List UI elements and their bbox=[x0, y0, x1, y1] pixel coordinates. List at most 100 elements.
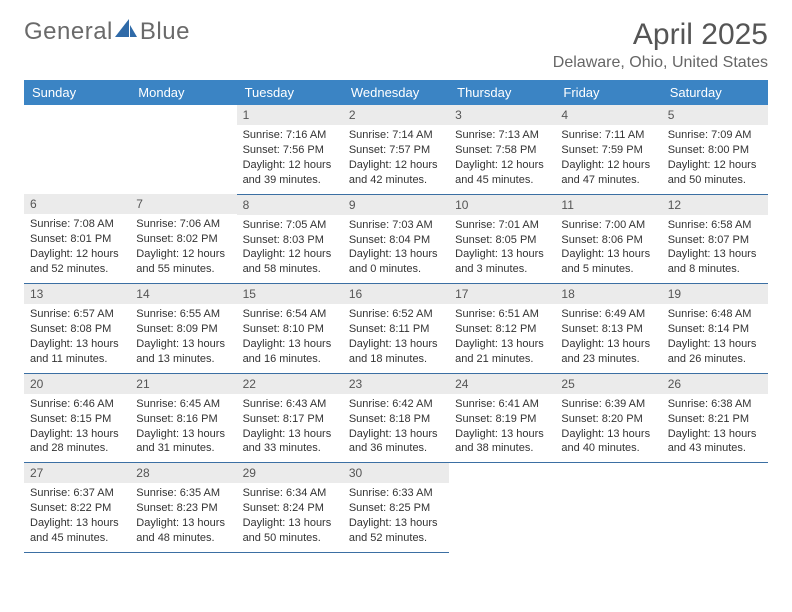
daylight-text: Daylight: 13 hours and 48 minutes. bbox=[136, 516, 230, 546]
day-number: 29 bbox=[237, 463, 343, 483]
weekday-header: Sunday bbox=[24, 80, 130, 105]
sunset-text: Sunset: 8:08 PM bbox=[30, 322, 124, 337]
day-number: 23 bbox=[343, 374, 449, 394]
day-number: 14 bbox=[130, 284, 236, 304]
calendar-day: 11Sunrise: 7:00 AMSunset: 8:06 PMDayligh… bbox=[555, 194, 661, 284]
calendar-week: 6 Sunrise: 7:08 AMSunset: 8:01 PM Daylight… bbox=[24, 194, 768, 284]
calendar-day: 8Sunrise: 7:05 AMSunset: 8:03 PMDaylight… bbox=[237, 194, 343, 284]
day-number: 7 bbox=[130, 194, 236, 214]
day-number: 10 bbox=[449, 195, 555, 215]
weekday-row: SundayMondayTuesdayWednesdayThursdayFrid… bbox=[24, 80, 768, 105]
calendar-day: 29Sunrise: 6:34 AMSunset: 8:24 PMDayligh… bbox=[237, 463, 343, 553]
title-block: April 2025 Delaware, Ohio, United States bbox=[553, 18, 768, 72]
day-number: 20 bbox=[24, 374, 130, 394]
sunset-text: Sunset: 8:21 PM bbox=[668, 412, 762, 427]
daylight-text: Daylight: 12 hours and 39 minutes. bbox=[243, 158, 337, 188]
daylight-text: Daylight: 12 hours and 47 minutes. bbox=[561, 158, 655, 188]
sunrise-text: Sunrise: 6:34 AM bbox=[243, 486, 337, 501]
sunset-text: Sunset: 7:59 PM bbox=[561, 143, 655, 158]
day-number: 28 bbox=[130, 463, 236, 483]
sunset-text: Sunset: 8:23 PM bbox=[136, 501, 230, 516]
sunset-text: Sunset: 8:15 PM bbox=[30, 412, 124, 427]
day-number: 8 bbox=[237, 195, 343, 215]
calendar-day: 5Sunrise: 7:09 AMSunset: 8:00 PMDaylight… bbox=[662, 105, 768, 194]
sunset-text: Sunset: 8:25 PM bbox=[349, 501, 443, 516]
calendar-day: 21Sunrise: 6:45 AMSunset: 8:16 PMDayligh… bbox=[130, 373, 236, 463]
sunset-text: Sunset: 8:04 PM bbox=[349, 233, 443, 248]
calendar-day: 30Sunrise: 6:33 AMSunset: 8:25 PMDayligh… bbox=[343, 463, 449, 553]
sunrise-text: Sunrise: 6:33 AM bbox=[349, 486, 443, 501]
weekday-header: Tuesday bbox=[237, 80, 343, 105]
sunrise-text: Sunrise: 6:51 AM bbox=[455, 307, 549, 322]
day-number: 12 bbox=[662, 195, 768, 215]
weekday-header: Saturday bbox=[662, 80, 768, 105]
daylight-text: Daylight: 13 hours and 26 minutes. bbox=[668, 337, 762, 367]
sunset-text: Sunset: 8:16 PM bbox=[136, 412, 230, 427]
sunset-text: Sunset: 8:13 PM bbox=[561, 322, 655, 337]
day-number: 5 bbox=[662, 105, 768, 125]
daylight-text: Daylight: 13 hours and 36 minutes. bbox=[349, 427, 443, 457]
sunrise-text: Sunrise: 6:38 AM bbox=[668, 397, 762, 412]
calendar-day: 25Sunrise: 6:39 AMSunset: 8:20 PMDayligh… bbox=[555, 373, 661, 463]
sunrise-text: Sunrise: 6:42 AM bbox=[349, 397, 443, 412]
day-number: 6 bbox=[24, 194, 130, 214]
sunrise-text: Sunrise: 6:46 AM bbox=[30, 397, 124, 412]
daylight-text: Daylight: 13 hours and 18 minutes. bbox=[349, 337, 443, 367]
sunrise-text: Sunrise: 7:16 AM bbox=[243, 128, 337, 143]
sunset-text: Sunset: 7:56 PM bbox=[243, 143, 337, 158]
daylight-text: Daylight: 13 hours and 40 minutes. bbox=[561, 427, 655, 457]
sunrise-text: Sunrise: 7:13 AM bbox=[455, 128, 549, 143]
day-number: 22 bbox=[237, 374, 343, 394]
sunrise-text: Sunrise: 6:43 AM bbox=[243, 397, 337, 412]
calendar-day: 18Sunrise: 6:49 AMSunset: 8:13 PMDayligh… bbox=[555, 284, 661, 374]
day-number: 3 bbox=[449, 105, 555, 125]
daylight-text: Daylight: 13 hours and 38 minutes. bbox=[455, 427, 549, 457]
sunrise-text: Sunrise: 7:08 AM bbox=[30, 217, 124, 232]
calendar-day: 23Sunrise: 6:42 AMSunset: 8:18 PMDayligh… bbox=[343, 373, 449, 463]
calendar-day: 28Sunrise: 6:35 AMSunset: 8:23 PMDayligh… bbox=[130, 463, 236, 553]
calendar-day bbox=[24, 105, 130, 194]
calendar-day: 6Sunrise: 7:08 AMSunset: 8:01 PMDaylight… bbox=[24, 194, 130, 284]
weekday-header: Wednesday bbox=[343, 80, 449, 105]
calendar-day: 16Sunrise: 6:52 AMSunset: 8:11 PMDayligh… bbox=[343, 284, 449, 374]
calendar-day: 10Sunrise: 7:01 AMSunset: 8:05 PMDayligh… bbox=[449, 194, 555, 284]
calendar-week: 13 Sunrise: 6:57 AMSunset: 8:08 PM Dayligh… bbox=[24, 284, 768, 374]
sunrise-text: Sunrise: 7:01 AM bbox=[455, 218, 549, 233]
daylight-text: Daylight: 13 hours and 23 minutes. bbox=[561, 337, 655, 367]
calendar-week: 27Sunrise: 6:37 AMSunset: 8:22 PMDayligh… bbox=[24, 463, 768, 553]
sunset-text: Sunset: 8:02 PM bbox=[136, 232, 230, 247]
calendar-day bbox=[449, 463, 555, 553]
daylight-text: Daylight: 12 hours and 58 minutes. bbox=[243, 247, 337, 277]
sunset-text: Sunset: 8:05 PM bbox=[455, 233, 549, 248]
calendar-day: 15Sunrise: 6:54 AMSunset: 8:10 PMDayligh… bbox=[237, 284, 343, 374]
sunset-text: Sunset: 8:11 PM bbox=[349, 322, 443, 337]
sunrise-text: Sunrise: 6:52 AM bbox=[349, 307, 443, 322]
daylight-text: Daylight: 13 hours and 0 minutes. bbox=[349, 247, 443, 277]
day-number: 17 bbox=[449, 284, 555, 304]
daylight-text: Daylight: 13 hours and 52 minutes. bbox=[349, 516, 443, 546]
sunset-text: Sunset: 8:17 PM bbox=[243, 412, 337, 427]
sunrise-text: Sunrise: 6:41 AM bbox=[455, 397, 549, 412]
calendar-day: 26Sunrise: 6:38 AMSunset: 8:21 PMDayligh… bbox=[662, 373, 768, 463]
sunset-text: Sunset: 8:14 PM bbox=[668, 322, 762, 337]
sunrise-text: Sunrise: 7:09 AM bbox=[668, 128, 762, 143]
sunrise-text: Sunrise: 6:49 AM bbox=[561, 307, 655, 322]
sunrise-text: Sunrise: 6:45 AM bbox=[136, 397, 230, 412]
sunset-text: Sunset: 8:01 PM bbox=[30, 232, 124, 247]
day-number: 1 bbox=[237, 105, 343, 125]
page: General Blue April 2025 Delaware, Ohio, … bbox=[0, 0, 792, 573]
weekday-header: Thursday bbox=[449, 80, 555, 105]
sunrise-text: Sunrise: 6:57 AM bbox=[30, 307, 124, 322]
day-number: 9 bbox=[343, 195, 449, 215]
daylight-text: Daylight: 13 hours and 5 minutes. bbox=[561, 247, 655, 277]
sunset-text: Sunset: 7:57 PM bbox=[349, 143, 443, 158]
daylight-text: Daylight: 13 hours and 21 minutes. bbox=[455, 337, 549, 367]
calendar-week: 20Sunrise: 6:46 AMSunset: 8:15 PMDayligh… bbox=[24, 373, 768, 463]
calendar-day bbox=[555, 463, 661, 553]
day-number: 2 bbox=[343, 105, 449, 125]
header: General Blue April 2025 Delaware, Ohio, … bbox=[24, 18, 768, 72]
daylight-text: Daylight: 13 hours and 28 minutes. bbox=[30, 427, 124, 457]
sunrise-text: Sunrise: 6:48 AM bbox=[668, 307, 762, 322]
sunrise-text: Sunrise: 7:00 AM bbox=[561, 218, 655, 233]
day-number: 13 bbox=[24, 284, 130, 304]
